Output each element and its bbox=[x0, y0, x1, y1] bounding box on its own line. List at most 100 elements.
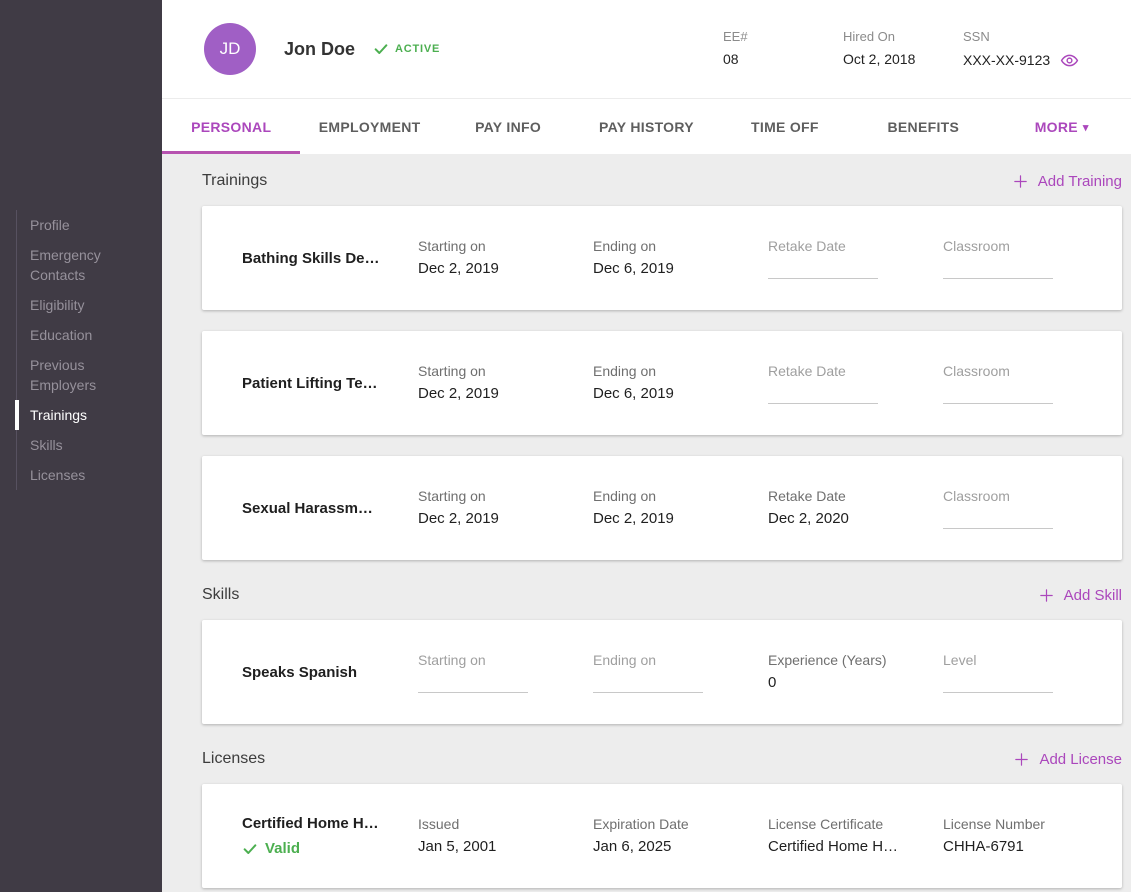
row-name-col: Bathing Skills De… bbox=[242, 250, 418, 267]
field-classroom[interactable]: Classroom bbox=[943, 238, 1118, 279]
field-classroom[interactable]: Classroom bbox=[943, 363, 1118, 404]
field-label: Classroom bbox=[943, 487, 1010, 504]
field-expiration-date: Expiration Date Jan 6, 2025 bbox=[593, 816, 768, 857]
fields: Starting on Dec 2, 2019 Ending on Dec 2, 20… bbox=[418, 488, 1122, 529]
row-name-col: Patient Lifting Te… bbox=[242, 375, 418, 392]
meta-value-row: 08 bbox=[723, 51, 843, 67]
field-label: Starting on bbox=[418, 237, 486, 254]
field-label: Starting on bbox=[418, 651, 486, 668]
field-classroom[interactable]: Classroom bbox=[943, 488, 1118, 529]
field-label: Experience (Years) bbox=[768, 651, 887, 668]
sidebar-item-licenses[interactable]: Licenses bbox=[30, 467, 86, 483]
tab-benefits[interactable]: BENEFITS bbox=[854, 99, 992, 154]
field-label: License Certificate bbox=[768, 815, 884, 832]
field-label: Retake Date bbox=[768, 237, 846, 254]
plus-icon bbox=[1013, 751, 1030, 768]
tab-label: PAY HISTORY bbox=[599, 118, 694, 135]
card-row: Bathing Skills De… Starting on Dec 2, 2019… bbox=[202, 206, 1122, 310]
row-name-col: Certified Home H… Valid bbox=[242, 815, 418, 857]
badge-label: Valid bbox=[265, 840, 301, 857]
section-skills: Skills Add Skill Speaks Spanish Starting on… bbox=[202, 581, 1122, 724]
field-label: Starting on bbox=[418, 487, 486, 504]
add-label: Add License bbox=[1039, 750, 1122, 768]
sidebar-item-skills[interactable]: Skills bbox=[30, 437, 63, 453]
tab-label: MORE bbox=[1034, 118, 1078, 135]
field-retake-date: Retake Date Dec 2, 2020 bbox=[768, 488, 943, 529]
meta-value: 08 bbox=[723, 50, 739, 67]
field-label: Ending on bbox=[593, 362, 657, 379]
check-icon bbox=[242, 841, 258, 857]
field-label: Retake Date bbox=[768, 487, 846, 504]
sidebar-item-education[interactable]: Education bbox=[30, 327, 93, 343]
row-name: Bathing Skills De… bbox=[242, 249, 380, 267]
section-head: Licenses Add License bbox=[202, 745, 1122, 784]
field-value: Certified Home H… bbox=[768, 837, 899, 855]
field-issued: Issued Jan 5, 2001 bbox=[418, 816, 593, 857]
tab-label: BENEFITS bbox=[887, 118, 960, 135]
field-value: Dec 6, 2019 bbox=[593, 384, 674, 402]
sidebar-item-previous-employers[interactable]: Previous Employers bbox=[30, 357, 97, 393]
chevron-down-icon: ▾ bbox=[1082, 121, 1089, 134]
field-label: Classroom bbox=[943, 237, 1010, 254]
section-title: Licenses bbox=[202, 750, 266, 767]
section-trainings: Trainings Add Training Bathing Skills De… S… bbox=[202, 167, 1122, 560]
field-value: Dec 2, 2019 bbox=[418, 259, 499, 277]
card-row: Patient Lifting Te… Starting on Dec 2, 201… bbox=[202, 331, 1122, 435]
tab-personal[interactable]: PERSONAL bbox=[162, 99, 301, 154]
field-starting-on[interactable]: Starting on bbox=[418, 652, 593, 693]
field-value: Jan 6, 2025 bbox=[593, 837, 672, 855]
field-label: Retake Date bbox=[768, 362, 846, 379]
fields: Starting on Dec 2, 2019 Ending on Dec 6, 20… bbox=[418, 363, 1122, 404]
add-license-button[interactable]: Add License bbox=[1013, 751, 1122, 768]
field-value: CHHA-6791 bbox=[943, 837, 1024, 855]
sidebar-item-trainings[interactable]: Trainings bbox=[15, 400, 162, 430]
add-training-button[interactable]: Add Training bbox=[1012, 173, 1122, 190]
field-value bbox=[418, 674, 528, 693]
field-ending-on: Ending on Dec 2, 2019 bbox=[593, 488, 768, 529]
tab-label: PAY INFO bbox=[475, 118, 542, 135]
meta-label: Hired On bbox=[843, 28, 896, 44]
sidebar-item-profile[interactable]: Profile bbox=[30, 217, 70, 233]
field-license-number: License Number CHHA-6791 bbox=[943, 816, 1118, 857]
sidebar-item-eligibility[interactable]: Eligibility bbox=[30, 297, 85, 313]
sidebar-item-emergency-contacts[interactable]: Emergency Contacts bbox=[30, 247, 101, 283]
field-label: Level bbox=[943, 651, 977, 668]
tab-pay-info[interactable]: PAY INFO bbox=[439, 99, 577, 154]
field-value: Dec 2, 2019 bbox=[418, 509, 499, 527]
row-name-col: Speaks Spanish bbox=[242, 664, 418, 681]
tab-time-off[interactable]: TIME OFF bbox=[716, 99, 854, 154]
field-value: Dec 2, 2020 bbox=[768, 509, 849, 527]
card-row: Speaks Spanish Starting on Ending on Experi… bbox=[202, 620, 1122, 724]
field-value bbox=[943, 510, 1053, 529]
add-skill-button[interactable]: Add Skill bbox=[1038, 587, 1122, 604]
eye-icon[interactable] bbox=[1060, 51, 1079, 70]
field-starting-on: Starting on Dec 2, 2019 bbox=[418, 488, 593, 529]
tab-label: EMPLOYMENT bbox=[318, 118, 421, 135]
row-name-col: Sexual Harassm… bbox=[242, 500, 418, 517]
section-title: Skills bbox=[202, 586, 240, 603]
status-label: ACTIVE bbox=[395, 43, 441, 55]
valid-badge: Valid bbox=[242, 840, 406, 857]
field-value: 0 bbox=[768, 673, 777, 691]
status-badge: ACTIVE bbox=[373, 41, 440, 57]
field-level[interactable]: Level bbox=[943, 652, 1118, 693]
field-ending-on: Ending on Dec 6, 2019 bbox=[593, 238, 768, 279]
field-retake-date[interactable]: Retake Date bbox=[768, 363, 943, 404]
tab-more[interactable]: MORE ▾ bbox=[993, 99, 1131, 154]
tab-pay-history[interactable]: PAY HISTORY bbox=[577, 99, 715, 154]
content: Trainings Add Training Bathing Skills De… S… bbox=[162, 154, 1131, 892]
field-label: Classroom bbox=[943, 362, 1010, 379]
avatar: JD bbox=[204, 23, 256, 75]
field-retake-date[interactable]: Retake Date bbox=[768, 238, 943, 279]
meta-ee: EE# 08 bbox=[723, 29, 843, 70]
section-head: Skills Add Skill bbox=[202, 581, 1122, 620]
field-label: Issued bbox=[418, 815, 460, 832]
tab-employment[interactable]: EMPLOYMENT bbox=[300, 99, 438, 154]
row-name: Speaks Spanish bbox=[242, 663, 358, 681]
add-label: Add Skill bbox=[1063, 586, 1122, 604]
section-title: Trainings bbox=[202, 172, 268, 189]
field-ending-on[interactable]: Ending on bbox=[593, 652, 768, 693]
meta-value: XXX-XX-9123 bbox=[963, 52, 1051, 68]
field-label: Ending on bbox=[593, 237, 657, 254]
field-value: Jan 5, 2001 bbox=[418, 837, 497, 855]
